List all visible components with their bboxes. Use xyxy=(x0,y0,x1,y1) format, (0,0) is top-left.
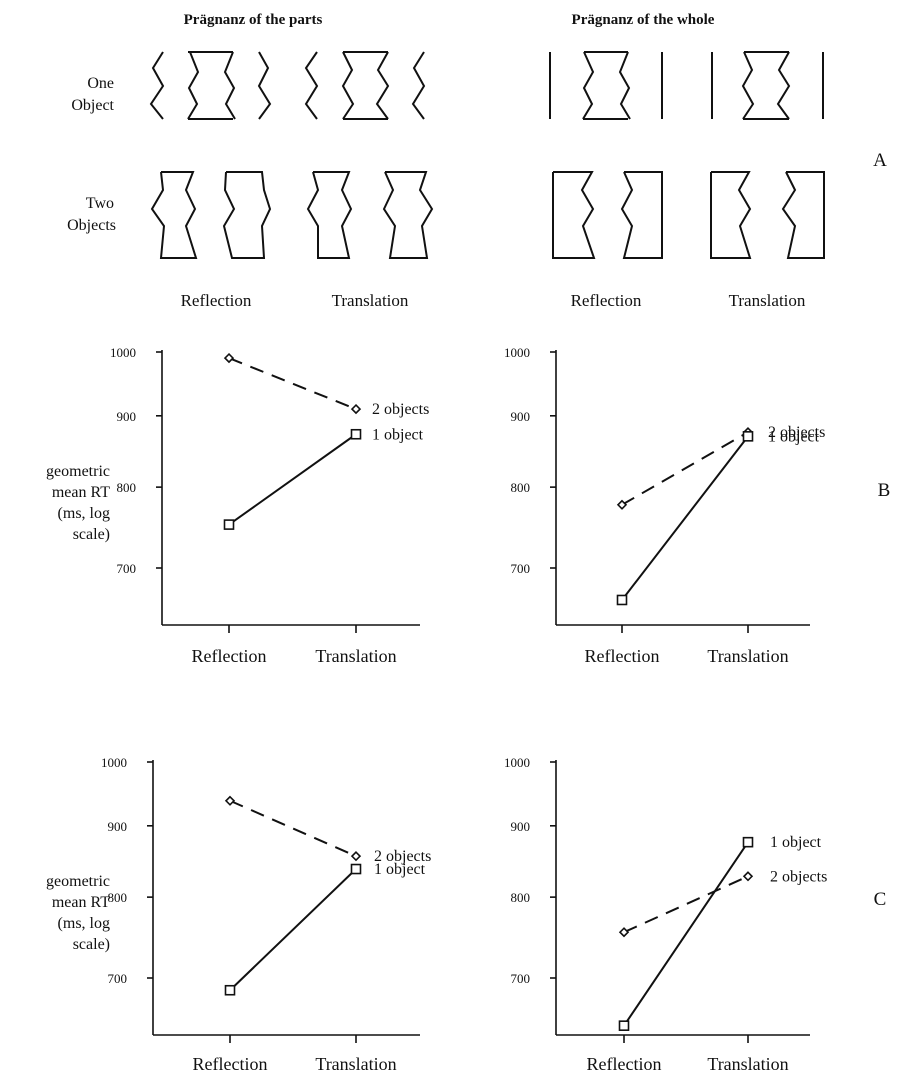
series-line xyxy=(621,435,749,601)
y-tick-label: 900 xyxy=(511,409,531,424)
col-label-whole-reflection: Reflection xyxy=(571,291,642,310)
row-two-label-line1: Two xyxy=(86,195,114,212)
series-label: 2 objects xyxy=(372,401,429,418)
x-tick-label: Reflection xyxy=(585,646,660,666)
heading-whole: Prägnanz of the whole xyxy=(572,12,715,28)
series-label: 1 object xyxy=(372,426,424,443)
series-label: 2 objects xyxy=(770,868,827,885)
y-tick-label: 700 xyxy=(108,971,128,986)
row-two-label-line2: Objects xyxy=(67,217,116,234)
series-line xyxy=(228,357,357,411)
stimulus-parts-two-reflection xyxy=(150,171,272,259)
y-tick-label: 800 xyxy=(117,480,137,495)
y-tick-label: 800 xyxy=(511,890,531,905)
series-label: 2 objects xyxy=(374,848,431,865)
data-point-square xyxy=(223,519,235,530)
series-label: 1 object xyxy=(768,428,820,445)
y-tick-label: 700 xyxy=(511,971,531,986)
ylabel-b: geometric mean RT (ms, log scale) xyxy=(46,463,110,543)
ylabel-c-line2: mean RT xyxy=(52,894,110,911)
col-label-parts-translation: Translation xyxy=(332,291,409,310)
row-one-label-line1: One xyxy=(87,75,114,92)
data-point-diamond xyxy=(223,352,235,364)
y-tick-label: 1000 xyxy=(110,345,136,360)
stimulus-parts-one-translation xyxy=(304,51,426,120)
x-tick-label: Reflection xyxy=(192,646,267,666)
y-tick-label: 800 xyxy=(511,480,531,495)
x-tick-label: Translation xyxy=(707,646,788,666)
chart-b-right: 700 800 900 1000 Reflection Translation 2 obje… xyxy=(504,345,825,666)
x-tick-label: Translation xyxy=(315,646,396,666)
stimulus-whole-two-reflection xyxy=(552,171,663,259)
x-tick-label: Translation xyxy=(315,1054,396,1074)
ylabel-c: geometric mean RT (ms, log scale) xyxy=(46,873,110,953)
data-point-square xyxy=(350,428,362,440)
ylabel-b-line4: scale) xyxy=(73,526,110,543)
series-line xyxy=(623,875,749,934)
data-point-diamond xyxy=(350,851,362,862)
col-label-whole-translation: Translation xyxy=(729,291,806,310)
series-label: 2 objects xyxy=(768,424,825,441)
ylabel-c-line3: (ms, log xyxy=(58,915,110,932)
x-tick-label: Reflection xyxy=(587,1054,662,1074)
row-one-label-line2: Object xyxy=(71,97,114,114)
ylabel-c-line4: scale) xyxy=(73,936,110,953)
y-tick-label: 700 xyxy=(117,561,137,576)
data-point-square xyxy=(224,984,236,996)
chart-c-left: 700 800 900 1000 Reflection Translation 2 obje… xyxy=(101,755,431,1074)
series-line xyxy=(228,433,357,526)
data-point-diamond xyxy=(742,871,754,882)
chart-b-left: 700 800 900 1000 Reflection Translation 2 obje… xyxy=(110,345,429,666)
stimulus-whole-one-translation xyxy=(711,51,824,120)
heading-parts: Prägnanz of the parts xyxy=(184,12,323,28)
ylabel-c-line1: geometric xyxy=(46,873,110,890)
panel-letter-a: A xyxy=(873,150,887,171)
data-point-square xyxy=(350,863,362,875)
x-tick-label: Translation xyxy=(707,1054,788,1074)
data-point-diamond xyxy=(224,795,236,806)
y-tick-label: 1000 xyxy=(504,345,530,360)
data-point-diamond xyxy=(616,499,628,510)
panel-letter-c: C xyxy=(874,889,887,910)
chart-c-right: 700 800 900 1000 Reflection Translation 2 obje… xyxy=(504,755,827,1074)
stimulus-whole-two-translation xyxy=(710,171,825,259)
series-label: 1 object xyxy=(374,861,426,878)
y-tick-label: 1000 xyxy=(504,755,530,770)
y-tick-label: 800 xyxy=(108,890,128,905)
data-point-square xyxy=(742,431,754,442)
panel-letter-b: B xyxy=(878,480,891,501)
x-tick-label: Reflection xyxy=(193,1054,268,1074)
stimulus-parts-one-reflection xyxy=(149,51,272,120)
charts: 700 800 900 1000 Reflection Translation 2 obje… xyxy=(101,345,827,1074)
data-point-square xyxy=(618,1020,630,1031)
y-tick-label: 1000 xyxy=(101,755,127,770)
series-line xyxy=(621,431,749,506)
series-label: 1 object xyxy=(770,834,822,851)
data-point-square xyxy=(742,836,754,848)
y-tick-label: 900 xyxy=(511,819,531,834)
ylabel-b-line3: (ms, log xyxy=(58,505,110,522)
col-label-parts-reflection: Reflection xyxy=(181,291,252,310)
stimulus-whole-one-reflection xyxy=(549,51,663,120)
ylabel-b-line2: mean RT xyxy=(52,484,110,501)
ylabel-b-line1: geometric xyxy=(46,463,110,480)
series-line xyxy=(229,868,357,991)
data-point-square xyxy=(616,594,628,606)
series-line xyxy=(229,799,357,858)
data-point-diamond xyxy=(350,403,362,415)
data-point-diamond xyxy=(618,927,630,938)
y-tick-label: 700 xyxy=(511,561,531,576)
y-tick-label: 900 xyxy=(108,819,128,834)
stimulus-parts-two-translation xyxy=(306,171,434,259)
series-line xyxy=(623,841,749,1027)
y-tick-label: 900 xyxy=(117,409,137,424)
